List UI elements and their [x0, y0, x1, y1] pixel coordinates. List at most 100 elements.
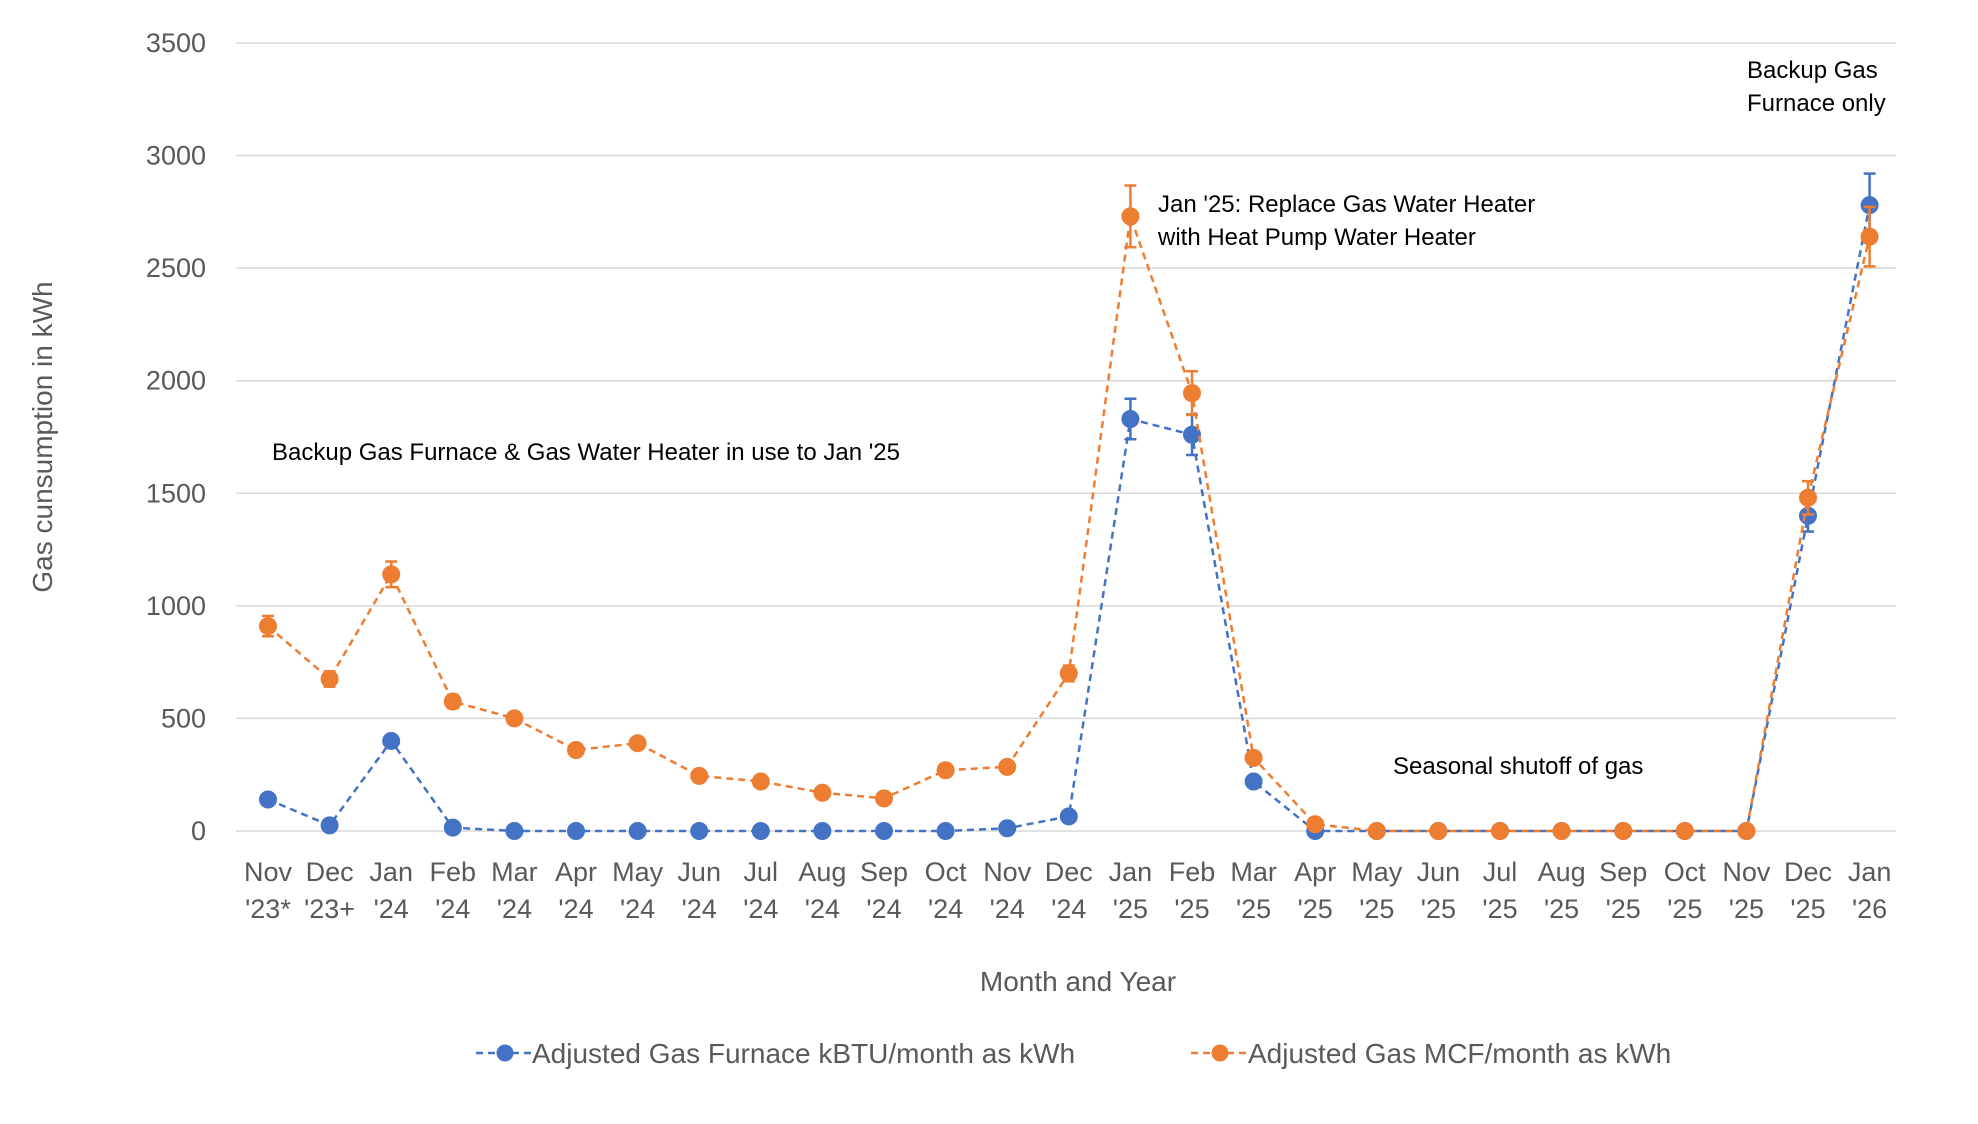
x-tick-year: '24	[743, 894, 778, 924]
x-tick-month: Mar	[491, 857, 538, 887]
data-point	[1367, 822, 1386, 840]
annotation-line: Seasonal shutoff of gas	[1393, 753, 1643, 780]
data-point	[259, 617, 277, 636]
x-tick-year: '24	[374, 894, 409, 924]
x-tick-label: Oct '24	[925, 857, 968, 924]
annotation-line: Jan '25: Replace Gas Water Heater	[1158, 191, 1535, 218]
x-tick-label: Aug '24	[798, 857, 846, 924]
x-tick-label: Jan '24	[369, 857, 413, 924]
x-tick-month: Nov	[983, 857, 1032, 887]
data-point	[628, 734, 647, 753]
data-point	[813, 822, 832, 840]
x-tick-month: Sep	[1599, 857, 1647, 887]
x-tick-label: Sep '24	[860, 857, 908, 924]
x-tick-month: Jan	[1109, 857, 1153, 887]
x-tick-month: Jun	[677, 857, 721, 887]
data-point	[1799, 488, 1817, 507]
x-tick-label: Nov '25	[1722, 857, 1771, 924]
data-point	[690, 822, 709, 840]
data-point	[567, 740, 585, 759]
legend-label: Adjusted Gas Furnace kBTU/month as kWh	[532, 1038, 1075, 1069]
data-point	[382, 731, 401, 750]
x-tick-year: '25	[1174, 894, 1209, 924]
annotation-line: Backup Gas	[1747, 57, 1878, 84]
data-point	[628, 822, 647, 840]
data-point	[1059, 664, 1078, 683]
data-point	[567, 822, 585, 840]
y-tick-label: 2000	[146, 366, 206, 396]
data-point	[875, 789, 893, 808]
y-tick-label: 500	[161, 703, 206, 733]
x-tick-label: Nov '23*	[244, 857, 293, 924]
data-point	[813, 783, 832, 802]
x-tick-year: '24	[928, 894, 963, 924]
x-tick-month: Jan	[369, 857, 413, 887]
x-tick-label: Feb '24	[430, 857, 477, 924]
x-tick-year: '24	[990, 894, 1025, 924]
x-tick-label: Nov '24	[983, 857, 1032, 924]
data-point	[875, 822, 893, 840]
x-tick-year: '25	[1298, 894, 1333, 924]
data-point	[443, 818, 462, 837]
gridlines	[236, 42, 1896, 832]
data-point	[505, 822, 524, 840]
x-tick-year: '25	[1544, 894, 1579, 924]
x-tick-month: Apr	[555, 857, 597, 887]
data-point	[1244, 772, 1263, 791]
y-axis-title: Gas cunsumption in kWh	[27, 281, 58, 592]
x-tick-year: '23+	[304, 894, 355, 924]
x-tick-year: '25	[1236, 894, 1271, 924]
y-tick-label: 1500	[146, 478, 206, 508]
x-tick-label: Apr '24	[555, 857, 597, 924]
legend-item: Adjusted Gas Furnace kBTU/month as kWh	[476, 1038, 1075, 1069]
legend-swatch-marker	[1211, 1044, 1229, 1062]
annotation-line: with Heat Pump Water Heater	[1157, 224, 1476, 251]
y-tick-label: 3500	[146, 28, 206, 58]
x-tick-label: Dec '23+	[304, 857, 355, 924]
x-tick-year: '24	[1051, 894, 1086, 924]
x-tick-year: '24	[558, 894, 593, 924]
x-tick-year: '25	[1482, 894, 1517, 924]
x-tick-month: Jan	[1848, 857, 1892, 887]
data-point	[1860, 227, 1879, 246]
x-tick-month: Jul	[744, 857, 779, 887]
data-point	[1737, 822, 1756, 840]
x-tick-month: Dec	[1045, 857, 1093, 887]
data-point	[1614, 822, 1633, 840]
x-tick-month: Sep	[860, 857, 908, 887]
data-point	[1121, 409, 1140, 428]
data-point	[936, 822, 955, 840]
x-tick-label: Sep '25	[1599, 857, 1647, 924]
x-tick-month: Jun	[1417, 857, 1461, 887]
legend-swatch-marker	[496, 1044, 514, 1062]
data-point	[382, 565, 401, 584]
x-tick-label: Mar '24	[491, 857, 538, 924]
annotation: Jan '25: Replace Gas Water Heater with He…	[1157, 191, 1535, 251]
x-tick-month: Dec	[1784, 857, 1832, 887]
x-tick-year: '25	[1729, 894, 1764, 924]
data-point	[1244, 748, 1263, 767]
data-point	[505, 709, 524, 728]
annotation: Backup Gas Furnace & Gas Water Heater in…	[272, 439, 900, 466]
data-point	[1183, 384, 1201, 403]
annotation-line: Furnace only	[1747, 90, 1886, 117]
data-point	[1183, 425, 1201, 444]
x-tick-label: May '25	[1351, 857, 1403, 924]
x-tick-month: Aug	[798, 857, 846, 887]
series-gas-mcf	[259, 184, 1879, 840]
data-point	[259, 790, 277, 809]
x-tick-month: Oct	[925, 857, 968, 887]
data-point	[1552, 822, 1571, 840]
y-tick-label: 1000	[146, 591, 206, 621]
x-tick-month: Nov	[244, 857, 293, 887]
y-tick-label: 0	[191, 816, 206, 846]
x-tick-label: Jul '24	[743, 857, 778, 924]
x-tick-label: May '24	[612, 857, 664, 924]
legend-item: Adjusted Gas MCF/month as kWh	[1191, 1038, 1671, 1069]
legend-label: Adjusted Gas MCF/month as kWh	[1248, 1038, 1671, 1069]
data-point	[998, 757, 1017, 776]
data-point	[751, 822, 770, 840]
x-tick-label: Dec '24	[1045, 857, 1093, 924]
